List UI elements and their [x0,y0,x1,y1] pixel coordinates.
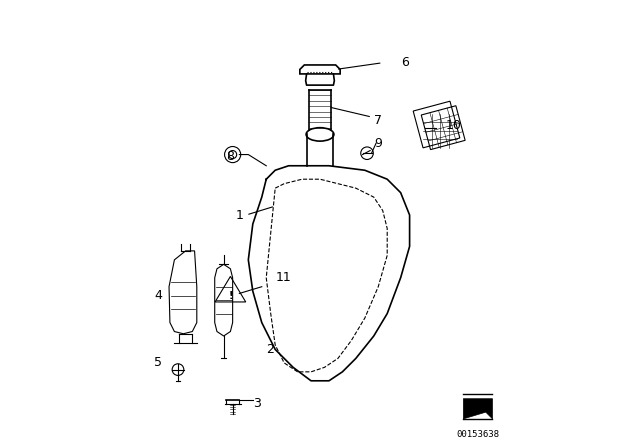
Text: 1: 1 [236,208,244,222]
Text: 9: 9 [374,137,381,150]
Text: !: ! [228,291,233,301]
Text: 11: 11 [275,271,291,284]
Text: 2: 2 [266,343,274,356]
Text: 7: 7 [374,114,381,128]
Text: 8: 8 [226,150,234,164]
Text: 5: 5 [154,356,163,370]
Text: 4: 4 [154,289,162,302]
Text: 10: 10 [445,119,461,132]
Text: 00153638: 00153638 [457,430,500,439]
Text: 3: 3 [253,396,260,410]
Text: 6: 6 [401,56,408,69]
Bar [413,101,460,148]
Polygon shape [463,399,493,419]
